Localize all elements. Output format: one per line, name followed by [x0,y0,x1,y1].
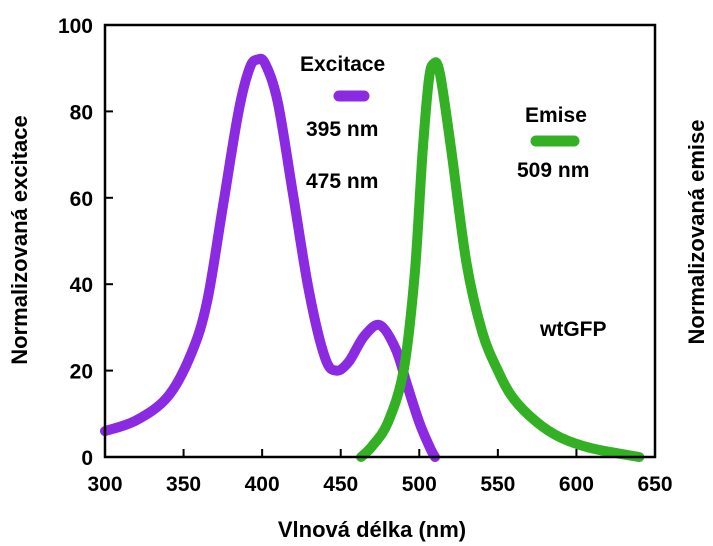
y-tick-label: 40 [70,274,93,297]
y-tick-label: 0 [81,447,93,470]
y-tick-label: 100 [58,15,93,38]
excitation-legend-title: Excitace [300,53,385,76]
excitation-peak1-label: 395 nm [306,118,378,141]
axes-layer: 300 350 400 450 500 550 600 650 0 20 40 60 80 100 [58,15,673,496]
x-axis-title: Vlnová délka (nm) [278,517,466,542]
excitation-curve [100,53,440,462]
y-tick-label: 60 [70,188,93,211]
emission-peak-label: 509 nm [517,159,589,182]
protein-label: wtGFP [539,318,607,341]
y-tick-label: 80 [70,101,93,124]
excitation-peak2-label: 475 nm [306,170,378,193]
x-tick-label: 600 [559,473,594,496]
x-tick-label: 350 [166,473,201,496]
emission-curve [356,57,645,462]
plot-frame [103,23,657,459]
x-tick-label: 400 [245,473,280,496]
x-tick-label: 500 [402,473,437,496]
x-tick-label: 300 [87,473,122,496]
x-tick-label: 550 [480,473,515,496]
x-tick-label: 650 [637,473,672,496]
y-tick-label: 20 [70,361,93,384]
y-axis-title-right: Normalizovaná emise [684,120,709,345]
x-tick-label: 450 [323,473,358,496]
emission-legend-title: Emise [525,104,587,127]
series-layer [100,53,645,462]
y-axis-title-left: Normalizovaná excitace [7,115,32,364]
